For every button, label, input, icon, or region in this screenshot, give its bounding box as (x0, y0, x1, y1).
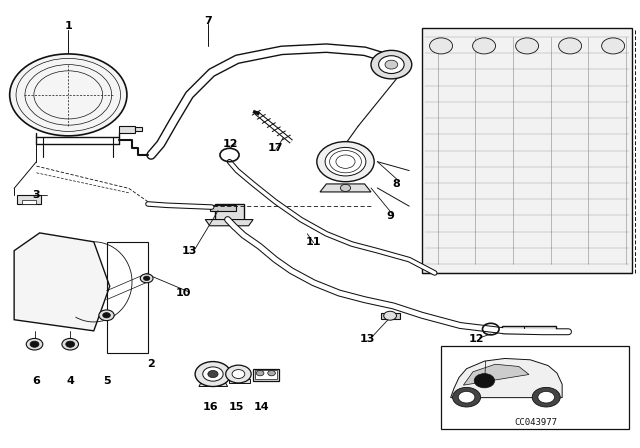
Polygon shape (451, 358, 562, 398)
Text: 13: 13 (182, 246, 197, 256)
Circle shape (99, 310, 114, 321)
Circle shape (602, 38, 625, 54)
Text: 13: 13 (360, 334, 376, 344)
Circle shape (203, 367, 223, 381)
Circle shape (516, 38, 539, 54)
Text: 1: 1 (65, 21, 72, 31)
Circle shape (532, 388, 560, 407)
Circle shape (538, 392, 554, 403)
Circle shape (452, 388, 481, 407)
Circle shape (226, 365, 251, 383)
Circle shape (62, 338, 79, 350)
Text: 9: 9 (386, 211, 394, 221)
Circle shape (256, 370, 264, 376)
Circle shape (268, 370, 275, 376)
Polygon shape (205, 220, 253, 226)
Polygon shape (199, 381, 228, 387)
Circle shape (325, 147, 366, 176)
Circle shape (371, 50, 412, 79)
Circle shape (472, 38, 495, 54)
Polygon shape (17, 195, 41, 204)
Circle shape (30, 341, 39, 347)
Circle shape (102, 313, 110, 318)
Text: 8: 8 (392, 179, 401, 189)
Polygon shape (135, 127, 141, 131)
Polygon shape (215, 204, 244, 220)
Polygon shape (253, 369, 278, 381)
Circle shape (384, 311, 396, 320)
Text: 2: 2 (147, 359, 155, 369)
Text: 12: 12 (223, 139, 239, 149)
Circle shape (474, 374, 495, 388)
Circle shape (143, 276, 150, 280)
Text: 17: 17 (268, 143, 283, 153)
Circle shape (208, 370, 218, 378)
Text: 3: 3 (33, 190, 40, 200)
Polygon shape (119, 126, 135, 133)
Text: 10: 10 (175, 288, 191, 298)
Text: 7: 7 (205, 17, 212, 26)
Circle shape (66, 341, 75, 347)
Polygon shape (422, 28, 632, 273)
Polygon shape (22, 199, 36, 204)
Circle shape (429, 38, 452, 54)
Circle shape (458, 392, 475, 403)
Text: 14: 14 (253, 402, 269, 413)
Polygon shape (14, 233, 109, 331)
Polygon shape (211, 205, 236, 211)
Circle shape (140, 274, 153, 283)
Circle shape (26, 338, 43, 350)
Text: 4: 4 (67, 376, 74, 386)
Text: 5: 5 (102, 376, 110, 386)
Polygon shape (229, 379, 250, 383)
Circle shape (385, 60, 397, 69)
Text: 15: 15 (228, 402, 244, 413)
Polygon shape (463, 364, 529, 385)
Circle shape (10, 54, 127, 136)
Polygon shape (502, 327, 556, 332)
Polygon shape (381, 313, 399, 319)
Circle shape (340, 185, 351, 191)
Text: 6: 6 (33, 376, 40, 386)
Circle shape (195, 362, 231, 387)
Text: 16: 16 (203, 402, 218, 413)
Circle shape (317, 142, 374, 182)
Bar (441, 346, 629, 429)
Circle shape (232, 370, 245, 379)
Circle shape (379, 56, 404, 73)
Polygon shape (320, 184, 371, 192)
Text: 12: 12 (468, 334, 484, 344)
Text: 11: 11 (306, 237, 321, 247)
Circle shape (559, 38, 582, 54)
Text: CC043977: CC043977 (514, 418, 557, 427)
Polygon shape (255, 370, 276, 379)
